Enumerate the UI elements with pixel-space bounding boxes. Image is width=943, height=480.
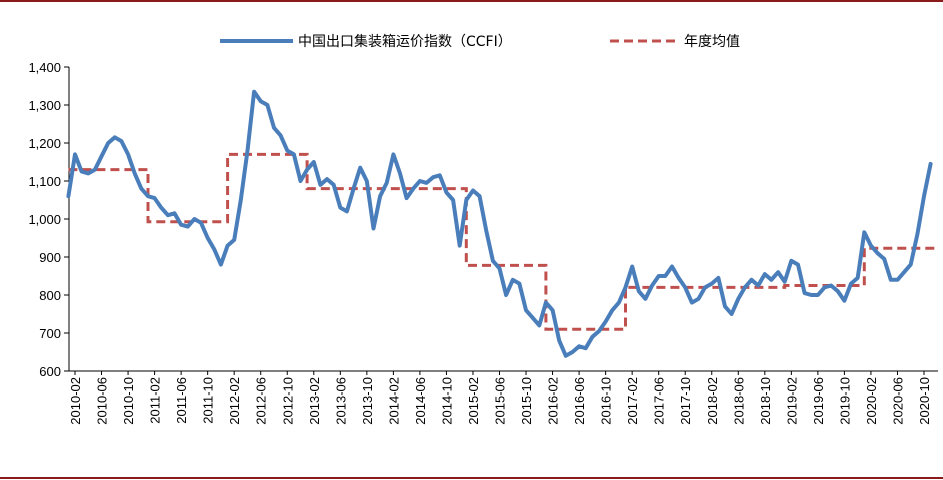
- x-tick-label: 2010-10: [121, 377, 136, 425]
- x-tick-label: 2011-02: [148, 377, 163, 424]
- x-tick-label: 2016-06: [572, 377, 587, 425]
- x-tick-label: 2017-02: [625, 377, 640, 425]
- y-tick-label: 700: [39, 326, 61, 341]
- x-tick-label: 2015-10: [519, 377, 534, 425]
- x-tick-label: 2011-10: [201, 377, 216, 424]
- y-tick-label: 1,400: [28, 60, 61, 75]
- x-tick-label: 2017-10: [678, 377, 693, 425]
- x-tick-label: 2019-06: [811, 377, 826, 425]
- x-tick-label: 2010-06: [95, 377, 110, 425]
- x-tick-label: 2015-02: [466, 377, 481, 425]
- top-rule: [0, 0, 943, 2]
- x-tick-label: 2011-06: [174, 377, 189, 424]
- x-tick-label: 2020-02: [864, 377, 879, 425]
- x-tick-label: 2016-02: [546, 377, 561, 425]
- legend-label-ccfi: 中国出口集装箱运价指数（CCFI）: [298, 33, 512, 50]
- x-tick-label: 2014-10: [439, 377, 454, 425]
- y-tick-label: 1,000: [28, 212, 61, 227]
- legend-label-annual-average: 年度均值: [684, 34, 740, 50]
- x-tick-label: 2012-06: [254, 377, 269, 425]
- x-tick-label: 2018-10: [758, 377, 773, 425]
- x-tick-label: 2020-10: [917, 377, 932, 425]
- x-axis: 2010-02 2010-06 2010-10 2011-02 2011-06 2011-…: [68, 370, 938, 425]
- x-tick-label: 2018-02: [705, 377, 720, 425]
- x-tick-label: 2014-06: [413, 377, 428, 425]
- x-tick-label: 2013-10: [360, 377, 375, 425]
- plot-area: [66, 89, 938, 358]
- series-ccfi-line: [66, 89, 933, 358]
- y-tick-label: 1,300: [28, 98, 61, 113]
- series-annual-average-line: [68, 152, 938, 331]
- x-tick-label: 2015-06: [493, 377, 508, 425]
- x-tick-label: 2013-06: [333, 377, 348, 425]
- legend: 中国出口集装箱运价指数（CCFI） 年度均值: [220, 33, 740, 50]
- x-tick-label: 2010-02: [68, 377, 83, 425]
- y-tick-label: 800: [39, 288, 61, 303]
- y-tick-label: 1,200: [28, 136, 61, 151]
- x-tick-label: 2016-10: [599, 377, 614, 425]
- x-tick-label: 2012-10: [280, 377, 295, 425]
- x-tick-label: 2019-10: [837, 377, 852, 425]
- x-tick-label: 2018-06: [731, 377, 746, 425]
- y-tick-label: 1,100: [28, 174, 61, 189]
- x-tick-label: 2014-02: [386, 377, 401, 425]
- y-axis: 600 700 800 900 1,000 1,100 1,200 1,300 1,400: [28, 60, 70, 379]
- x-tick-label: 2013-02: [307, 377, 322, 425]
- bottom-rule: [0, 477, 943, 479]
- x-tick-label: 2019-02: [784, 377, 799, 425]
- y-tick-label: 900: [39, 250, 61, 265]
- y-tick-label: 600: [39, 364, 61, 379]
- x-tick-label: 2020-06: [890, 377, 905, 425]
- x-tick-label: 2012-02: [227, 377, 242, 425]
- x-tick-label: 2017-06: [652, 377, 667, 425]
